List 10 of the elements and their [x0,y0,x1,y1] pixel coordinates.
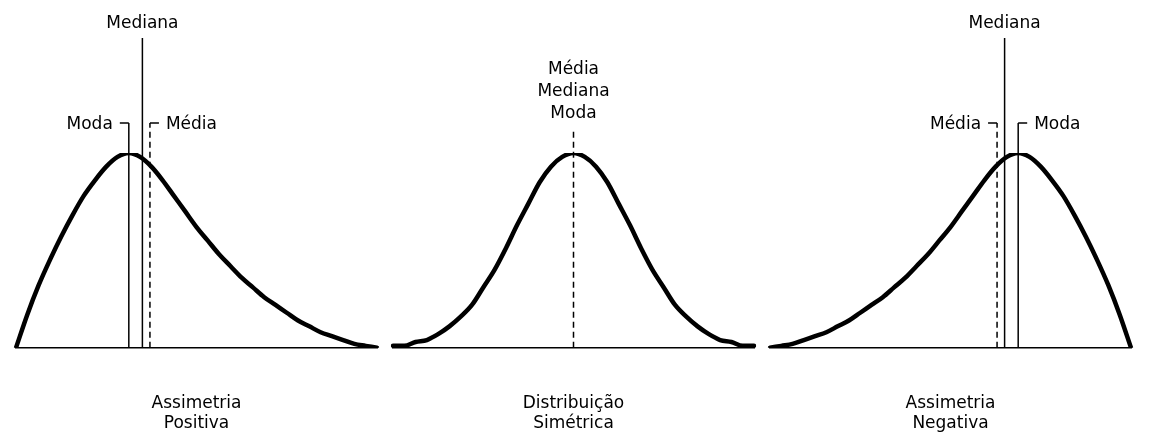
x-axis-title: Assimetria Negativa [905,391,996,433]
text: Média Mediana Moda [537,57,610,122]
text: Mediana [968,11,1041,32]
x-axis-title: Assimetria Positiva [151,391,242,433]
x-axis-title: Distribuição Simétrica [522,391,625,433]
text: Média [165,113,217,134]
text: Média [930,113,982,134]
text: Moda [66,113,113,134]
text: Moda [1034,113,1081,134]
text: Mediana [106,11,179,32]
